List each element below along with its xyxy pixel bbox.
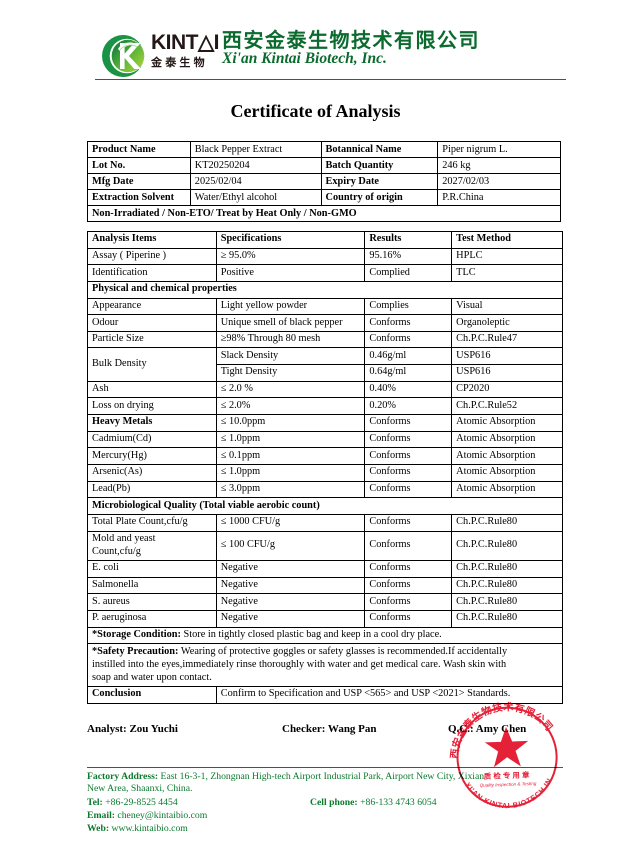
svg-text:质检专用章: 质检专用章 — [484, 770, 532, 781]
svg-text:Quality Inspection & Testing: Quality Inspection & Testing — [480, 781, 537, 788]
